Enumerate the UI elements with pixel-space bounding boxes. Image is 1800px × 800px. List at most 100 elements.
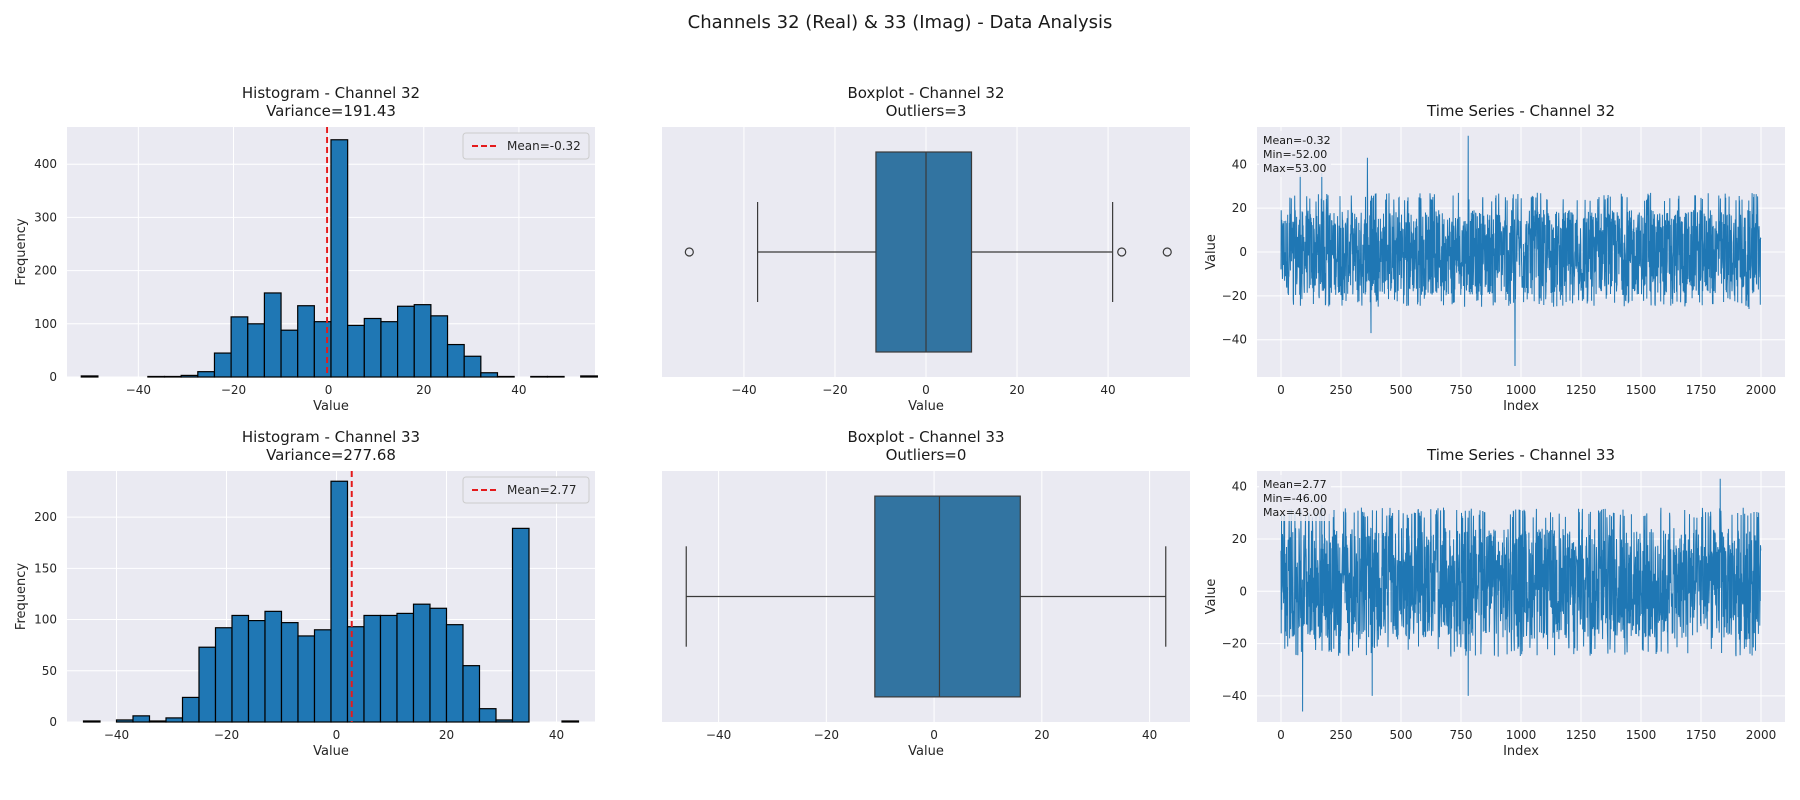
x-tick-label: 0 — [325, 383, 333, 397]
stats-text: Max=43.00 — [1263, 506, 1326, 519]
histogram-bar — [181, 696, 200, 723]
x-tick-label: 40 — [511, 383, 526, 397]
hist32-title: Histogram - Channel 32 — [242, 84, 420, 102]
ts33-title: Time Series - Channel 33 — [1426, 446, 1615, 464]
histogram-bar — [445, 624, 464, 723]
stats-text: Mean=2.77 — [1263, 478, 1327, 491]
y-tick-label: 0 — [49, 715, 57, 729]
histogram-bar — [530, 375, 549, 378]
histogram-bar — [313, 321, 332, 378]
y-tick-label: 0 — [49, 370, 57, 384]
histogram-bar — [495, 719, 514, 723]
histogram-bar — [463, 355, 482, 378]
legend-label: Mean=-0.32 — [507, 139, 581, 153]
histogram-bar — [297, 635, 316, 723]
ts32-ylabel: Value — [1204, 234, 1219, 270]
outlier-point — [1117, 247, 1127, 257]
histogram-bar — [396, 612, 415, 723]
hist32-subtitle: Variance=191.43 — [266, 102, 396, 120]
histogram-bar — [280, 622, 299, 723]
x-tick-label: 1500 — [1626, 383, 1657, 397]
y-tick-label: 40 — [1232, 480, 1247, 494]
x-tick-label: 40 — [1142, 728, 1157, 742]
x-tick-label: 40 — [549, 728, 564, 742]
box33-title: Boxplot - Channel 33 — [847, 428, 1004, 446]
histogram-bar — [213, 352, 232, 378]
box33-subtitle: Outliers=0 — [886, 446, 967, 464]
y-tick-label: 40 — [1232, 157, 1247, 171]
x-tick-label: −40 — [706, 728, 731, 742]
histogram-bar — [165, 717, 184, 723]
histogram-bar — [280, 329, 299, 378]
legend-box — [462, 476, 590, 504]
y-tick-label: −20 — [1222, 289, 1247, 303]
hist32-xlabel: Value — [313, 399, 349, 414]
y-tick-label: −40 — [1222, 689, 1247, 703]
x-tick-label: 1500 — [1626, 728, 1657, 742]
histogram-bar — [147, 375, 166, 378]
series-line — [1280, 135, 1762, 367]
ts32-panel: Time Series - Channel 32 0 250 500 750 1000 12… — [1204, 102, 1785, 414]
legend-label: Mean=2.77 — [507, 483, 576, 497]
histogram-bar — [462, 665, 481, 723]
histogram-bar — [264, 610, 283, 723]
y-tick-label: 100 — [34, 317, 57, 331]
box32-xlabel: Value — [908, 399, 944, 414]
ts32-xlabel: Index — [1503, 399, 1539, 414]
y-tick-label: 200 — [34, 510, 57, 524]
histogram-bar — [396, 305, 415, 378]
x-tick-label: 20 — [1009, 383, 1024, 397]
histogram-bar — [430, 315, 449, 378]
histogram-bar — [263, 292, 282, 378]
y-tick-label: −40 — [1222, 333, 1247, 347]
ts33-panel: Time Series - Channel 33 0 250 500 750 1000 12… — [1204, 446, 1785, 759]
histogram-bar — [412, 603, 431, 723]
x-tick-label: 250 — [1330, 383, 1353, 397]
stats-text: Min=-52.00 — [1263, 148, 1327, 161]
x-tick-label: −40 — [731, 383, 756, 397]
x-tick-label: 0 — [930, 728, 938, 742]
ts33-ylabel: Value — [1204, 579, 1219, 615]
histogram-bar — [363, 317, 382, 378]
histogram-bar — [330, 139, 349, 378]
hist33-title: Histogram - Channel 33 — [242, 428, 420, 446]
outlier-point — [684, 247, 694, 257]
y-tick-label: 300 — [34, 210, 57, 224]
hist33-subtitle: Variance=277.68 — [266, 446, 396, 464]
histogram-bar — [379, 614, 398, 723]
y-tick-label: 50 — [42, 664, 57, 678]
histogram-bar — [247, 323, 266, 378]
histogram-bar — [80, 375, 99, 378]
histogram-bar — [148, 720, 167, 723]
ts33-xlabel: Index — [1503, 744, 1539, 759]
series-line — [1280, 478, 1762, 712]
x-tick-label: 0 — [1277, 728, 1285, 742]
histogram-bar — [115, 719, 134, 723]
histogram-bar — [546, 375, 565, 378]
stats-text: Max=53.00 — [1263, 162, 1326, 175]
histogram-bar — [347, 324, 365, 378]
x-tick-label: 0 — [333, 728, 341, 742]
histogram-bar — [478, 708, 497, 723]
y-tick-label: 0 — [1239, 245, 1247, 259]
x-tick-label: −40 — [126, 383, 151, 397]
histogram-bar — [297, 305, 315, 378]
histogram-bar — [230, 316, 249, 378]
x-tick-label: 500 — [1390, 728, 1413, 742]
y-tick-label: −20 — [1222, 637, 1247, 651]
x-tick-label: 1750 — [1686, 728, 1717, 742]
x-tick-label: 1250 — [1566, 383, 1597, 397]
x-tick-label: 0 — [1277, 383, 1285, 397]
x-tick-label: 1750 — [1686, 383, 1717, 397]
x-tick-label: 2000 — [1746, 383, 1777, 397]
box32-subtitle: Outliers=3 — [886, 102, 967, 120]
x-tick-label: 20 — [439, 728, 454, 742]
stats-text: Mean=-0.32 — [1263, 134, 1331, 147]
x-tick-label: 750 — [1450, 383, 1473, 397]
stats-box — [1259, 131, 1331, 177]
histogram-bar — [496, 375, 515, 378]
